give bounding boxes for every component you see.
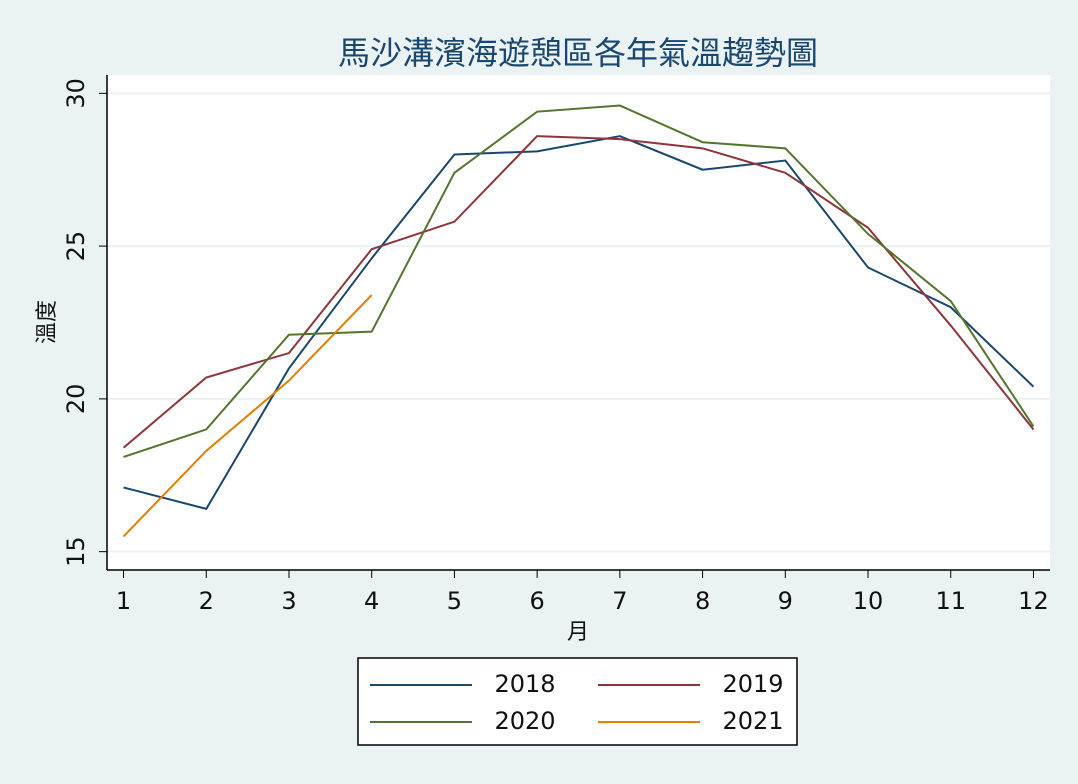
legend-label: 2021 xyxy=(722,707,783,735)
x-tick-label: 5 xyxy=(447,587,462,615)
x-tick-label: 7 xyxy=(612,587,627,615)
x-tick-label: 1 xyxy=(116,587,131,615)
x-tick-label: 3 xyxy=(281,587,296,615)
legend-label: 2020 xyxy=(494,707,555,735)
y-tick-label: 20 xyxy=(62,384,90,415)
legend xyxy=(357,657,798,746)
legend-label: 2018 xyxy=(494,670,555,698)
x-axis-label: 月 xyxy=(567,620,589,645)
line-series xyxy=(123,104,1035,458)
x-tick-label: 6 xyxy=(529,587,544,615)
y-axis-label: 溫度 xyxy=(35,300,60,344)
x-tick-label: 2 xyxy=(199,587,214,615)
y-tick-label: 30 xyxy=(62,78,90,109)
x-tick-label: 9 xyxy=(778,587,793,615)
x-tick-label: 4 xyxy=(364,587,379,615)
legend-label: 2019 xyxy=(722,670,783,698)
plot-area xyxy=(107,75,1050,570)
x-tick-label: 12 xyxy=(1018,587,1049,615)
y-tick-label: 25 xyxy=(62,231,90,262)
x-tick-label: 8 xyxy=(695,587,710,615)
x-tick-label: 11 xyxy=(935,587,966,615)
line-series xyxy=(122,294,373,538)
chart-title: 馬沙溝濱海遊憩區各年氣溫趨勢圖 xyxy=(338,34,818,72)
x-tick-label: 10 xyxy=(853,587,884,615)
y-tick-label: 15 xyxy=(62,536,90,567)
